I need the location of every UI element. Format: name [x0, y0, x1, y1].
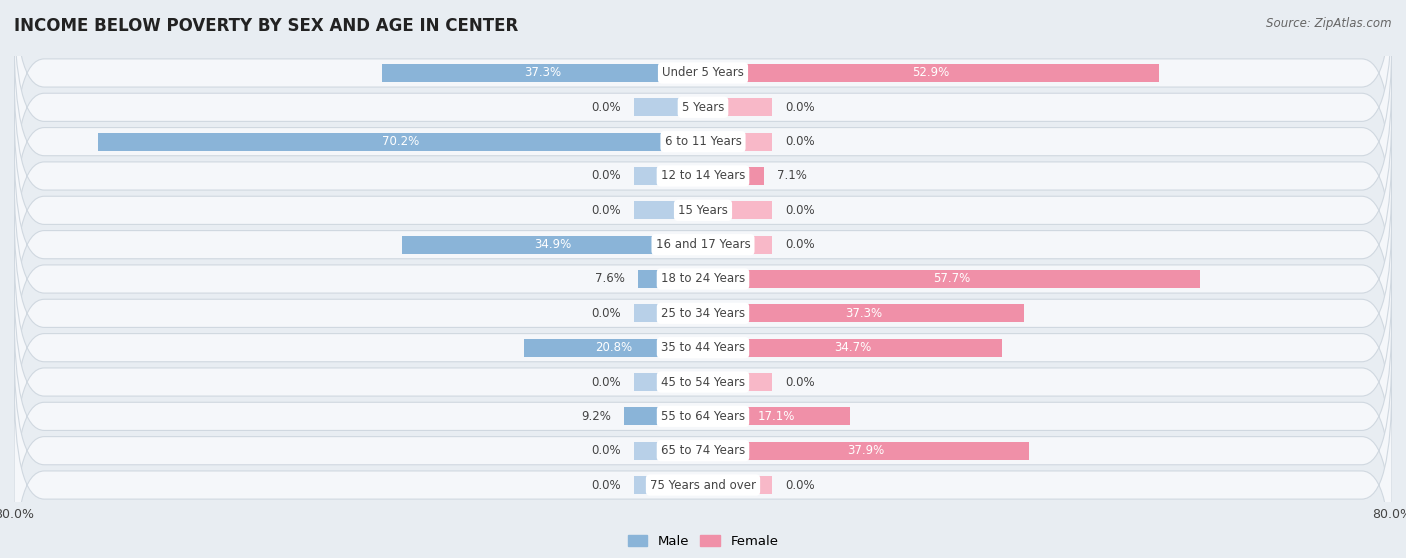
- Text: 70.2%: 70.2%: [382, 135, 419, 148]
- FancyBboxPatch shape: [14, 36, 1392, 248]
- FancyBboxPatch shape: [14, 173, 1392, 385]
- Bar: [634, 305, 703, 323]
- Text: 65 to 74 Years: 65 to 74 Years: [661, 444, 745, 457]
- Bar: [634, 373, 703, 391]
- Text: 0.0%: 0.0%: [592, 204, 621, 217]
- Bar: [624, 407, 703, 425]
- Bar: [634, 167, 703, 185]
- Bar: [637, 270, 703, 288]
- FancyBboxPatch shape: [14, 104, 1392, 316]
- Bar: [703, 442, 1029, 460]
- Bar: [703, 167, 763, 185]
- Text: 57.7%: 57.7%: [932, 272, 970, 286]
- Text: 0.0%: 0.0%: [785, 135, 814, 148]
- Text: 35 to 44 Years: 35 to 44 Years: [661, 341, 745, 354]
- Text: 0.0%: 0.0%: [785, 479, 814, 492]
- Bar: [98, 133, 703, 151]
- Text: 0.0%: 0.0%: [592, 170, 621, 182]
- Text: 55 to 64 Years: 55 to 64 Years: [661, 410, 745, 423]
- Text: 0.0%: 0.0%: [785, 204, 814, 217]
- Text: 75 Years and over: 75 Years and over: [650, 479, 756, 492]
- Text: 16 and 17 Years: 16 and 17 Years: [655, 238, 751, 251]
- Text: 34.7%: 34.7%: [834, 341, 872, 354]
- Bar: [634, 476, 703, 494]
- FancyBboxPatch shape: [14, 379, 1392, 558]
- Bar: [703, 235, 772, 253]
- FancyBboxPatch shape: [14, 0, 1392, 179]
- FancyBboxPatch shape: [14, 138, 1392, 351]
- Text: 9.2%: 9.2%: [581, 410, 610, 423]
- Bar: [703, 201, 772, 219]
- Text: 12 to 14 Years: 12 to 14 Years: [661, 170, 745, 182]
- Bar: [703, 407, 851, 425]
- FancyBboxPatch shape: [14, 310, 1392, 522]
- Text: 7.1%: 7.1%: [778, 170, 807, 182]
- Text: 0.0%: 0.0%: [785, 238, 814, 251]
- Bar: [634, 201, 703, 219]
- Bar: [703, 133, 772, 151]
- Text: 0.0%: 0.0%: [592, 307, 621, 320]
- Text: 34.9%: 34.9%: [534, 238, 571, 251]
- Text: 7.6%: 7.6%: [595, 272, 624, 286]
- Text: Source: ZipAtlas.com: Source: ZipAtlas.com: [1267, 17, 1392, 30]
- Text: 0.0%: 0.0%: [592, 444, 621, 457]
- Text: 0.0%: 0.0%: [592, 376, 621, 388]
- FancyBboxPatch shape: [14, 70, 1392, 282]
- Bar: [703, 305, 1024, 323]
- Bar: [703, 476, 772, 494]
- FancyBboxPatch shape: [14, 276, 1392, 488]
- Text: 0.0%: 0.0%: [592, 479, 621, 492]
- Text: 45 to 54 Years: 45 to 54 Years: [661, 376, 745, 388]
- Text: 6 to 11 Years: 6 to 11 Years: [665, 135, 741, 148]
- FancyBboxPatch shape: [14, 345, 1392, 557]
- Bar: [703, 339, 1002, 357]
- Text: 15 Years: 15 Years: [678, 204, 728, 217]
- Text: 37.3%: 37.3%: [845, 307, 882, 320]
- Text: 52.9%: 52.9%: [912, 66, 949, 79]
- Bar: [524, 339, 703, 357]
- Text: 20.8%: 20.8%: [595, 341, 633, 354]
- Text: 37.3%: 37.3%: [524, 66, 561, 79]
- Text: 0.0%: 0.0%: [592, 101, 621, 114]
- Bar: [703, 373, 772, 391]
- Text: 25 to 34 Years: 25 to 34 Years: [661, 307, 745, 320]
- Text: 37.9%: 37.9%: [848, 444, 884, 457]
- Text: 5 Years: 5 Years: [682, 101, 724, 114]
- Text: 0.0%: 0.0%: [785, 376, 814, 388]
- Text: 17.1%: 17.1%: [758, 410, 796, 423]
- Text: 0.0%: 0.0%: [785, 101, 814, 114]
- Bar: [703, 64, 1159, 82]
- Text: Under 5 Years: Under 5 Years: [662, 66, 744, 79]
- Bar: [634, 98, 703, 116]
- Legend: Male, Female: Male, Female: [623, 530, 783, 554]
- Bar: [703, 98, 772, 116]
- Text: INCOME BELOW POVERTY BY SEX AND AGE IN CENTER: INCOME BELOW POVERTY BY SEX AND AGE IN C…: [14, 17, 519, 35]
- FancyBboxPatch shape: [14, 1, 1392, 213]
- Bar: [402, 235, 703, 253]
- FancyBboxPatch shape: [14, 242, 1392, 454]
- Bar: [703, 270, 1199, 288]
- Text: 18 to 24 Years: 18 to 24 Years: [661, 272, 745, 286]
- Bar: [634, 442, 703, 460]
- FancyBboxPatch shape: [14, 207, 1392, 420]
- Bar: [382, 64, 703, 82]
